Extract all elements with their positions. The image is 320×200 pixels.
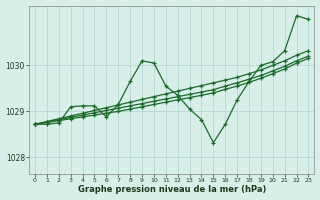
X-axis label: Graphe pression niveau de la mer (hPa): Graphe pression niveau de la mer (hPa) [77, 185, 266, 194]
